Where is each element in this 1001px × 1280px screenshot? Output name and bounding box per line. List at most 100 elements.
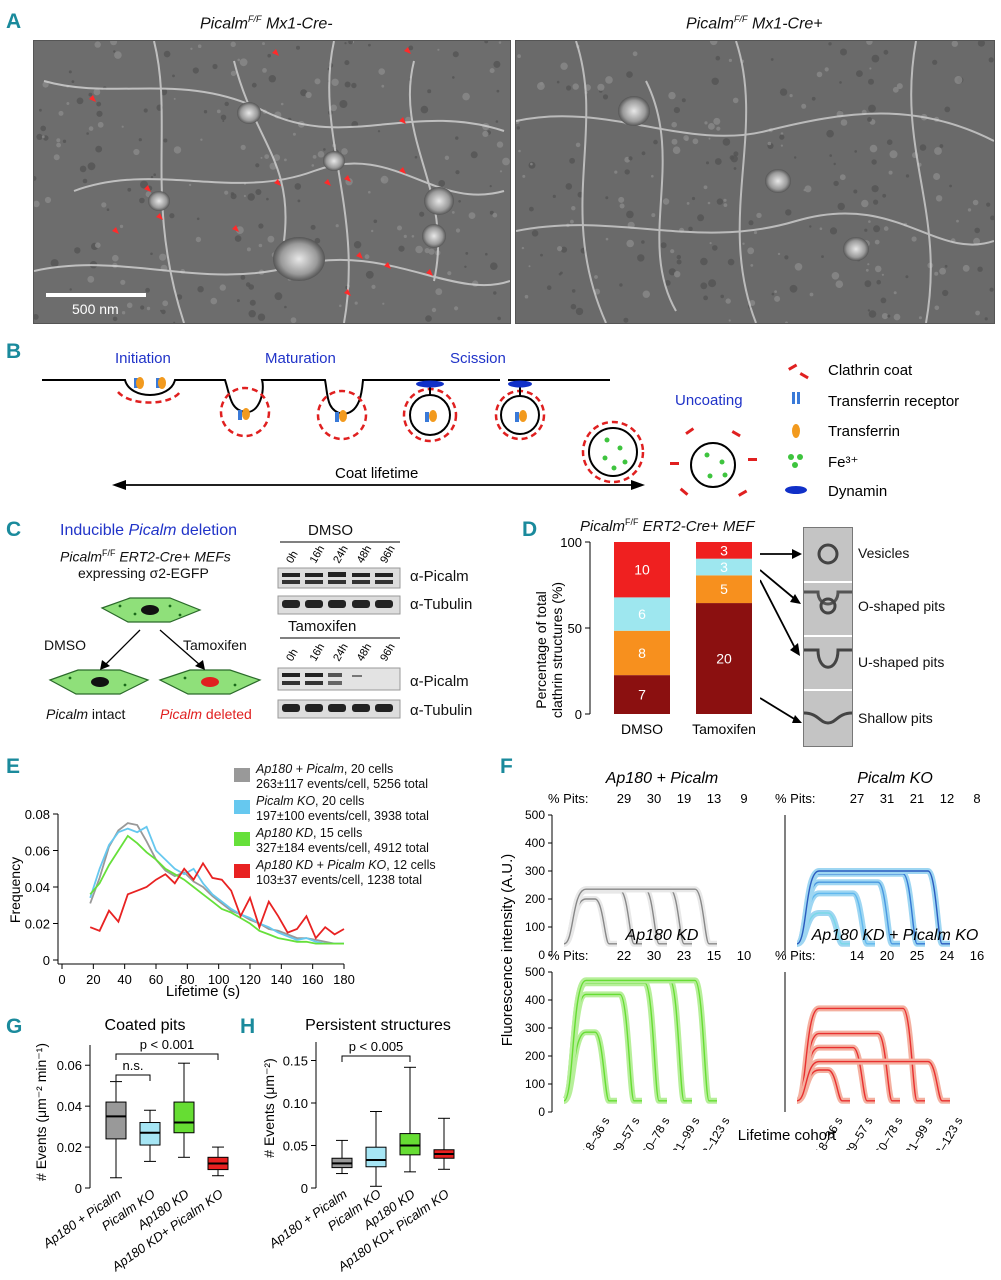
em-label-vesicles: Vesicles [858,545,910,561]
em-grain [703,185,708,190]
em-grain [619,203,625,209]
x-tick-label: 120 [239,972,261,987]
em-grain [296,45,300,50]
em-grain [816,71,823,78]
pits-value: 8 [973,791,980,806]
em-grain [868,104,876,113]
em-grain [560,62,568,70]
em-grain [949,184,952,188]
em-grain [626,71,633,78]
significance-label: p < 0.005 [349,1039,404,1054]
em-grain [236,299,240,303]
em-label-o-shaped: O-shaped pits [858,598,946,614]
y-tick-label: 200 [525,1049,545,1063]
em-grain [437,48,440,51]
x-tick-label: 100 [208,972,230,987]
box [399,1133,421,1156]
bar-segment [696,575,752,604]
em-grain [809,292,814,297]
timepoint-label: 24h [331,544,351,566]
panel-c-title: Inducible Picalm deletion [60,522,238,539]
red-arrow-marker [399,117,406,124]
y-tick-label: 100 [560,535,582,550]
em-grain [552,194,556,198]
em-grain [264,154,270,159]
y-tick-label: 0 [538,1105,545,1119]
x-tick-label: 140 [270,972,292,987]
timepoint-label: 48h [355,544,375,566]
em-grain [785,321,788,323]
em-grain [594,275,598,279]
em-insets [803,527,853,747]
em-grain [58,110,64,116]
em-grain [447,271,452,276]
bar-count-label: 3 [720,542,728,558]
pits-value: 14 [850,948,864,963]
em-grain [780,132,784,135]
em-grain [280,102,284,106]
em-grain [753,230,758,235]
em-grain [988,57,994,63]
bar-segment [614,630,670,676]
em-grain [496,141,504,148]
em-grain [888,170,893,175]
em-grain [865,268,869,272]
em-grain [490,262,498,270]
em-grain [465,252,469,255]
legend-gene: Ap180 + Picalm [256,762,344,776]
em-grain [742,242,745,245]
red-arrow-marker [324,179,331,186]
bar-segment [614,675,670,714]
significance-bracket [115,1074,151,1081]
em-grain [489,210,494,215]
em-grain [341,148,348,155]
y-tick-label: 0.06 [25,844,50,859]
bar-count-label: 5 [720,581,728,597]
em-grain [784,255,789,260]
em-grain [789,284,798,293]
em-grain [873,225,881,233]
pits-value: 22 [617,948,631,963]
em-grain [397,225,402,231]
em-grain [380,175,389,184]
em-grain [377,130,381,133]
em-grain [905,275,909,279]
em-grain [725,298,731,304]
em-grain [819,227,823,230]
em-grain [974,227,980,234]
significance-bracket [341,1055,411,1062]
series-line [89,834,344,945]
panel-label-b: B [6,340,22,363]
em-grain [691,196,696,201]
cohort-label: 39–57 s [842,1115,875,1151]
red-arrow-marker [404,47,411,54]
pits-value: 20 [880,948,894,963]
em-grain [570,303,577,310]
em-grain [424,248,430,254]
em-grain [82,178,88,184]
em-grain [868,310,877,318]
em-grain [876,279,881,285]
subplot-title: Picalm KO [857,770,933,787]
x-tick-label: 180 [333,972,355,987]
em-image-knockout [515,40,995,324]
y-tick-label: 400 [525,993,545,1007]
red-arrow-marker [399,167,406,174]
em-grain [632,51,638,57]
em-grain [373,219,378,224]
em-grain [692,138,699,145]
em-grain [240,144,246,150]
em-grain [868,78,874,85]
legend-gene: Ap180 KD + Picalm KO [256,858,387,872]
em-grain [462,92,470,101]
em-grain [713,117,721,125]
em-grain [365,270,374,279]
legend-swatch [234,864,250,878]
em-grain [951,41,958,47]
timepoint-label: 96h [378,544,398,566]
em-grain [408,45,414,51]
pits-value: 12 [940,791,954,806]
em-grain [715,55,721,61]
endocytosis-diagram: Initiation Maturation Scission Uncoating… [42,350,959,500]
em-grain [74,247,81,254]
